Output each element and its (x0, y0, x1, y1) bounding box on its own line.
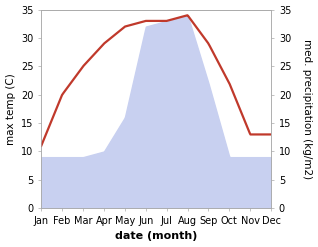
X-axis label: date (month): date (month) (115, 231, 197, 242)
Y-axis label: max temp (C): max temp (C) (5, 73, 16, 145)
Y-axis label: med. precipitation (kg/m2): med. precipitation (kg/m2) (302, 39, 313, 179)
